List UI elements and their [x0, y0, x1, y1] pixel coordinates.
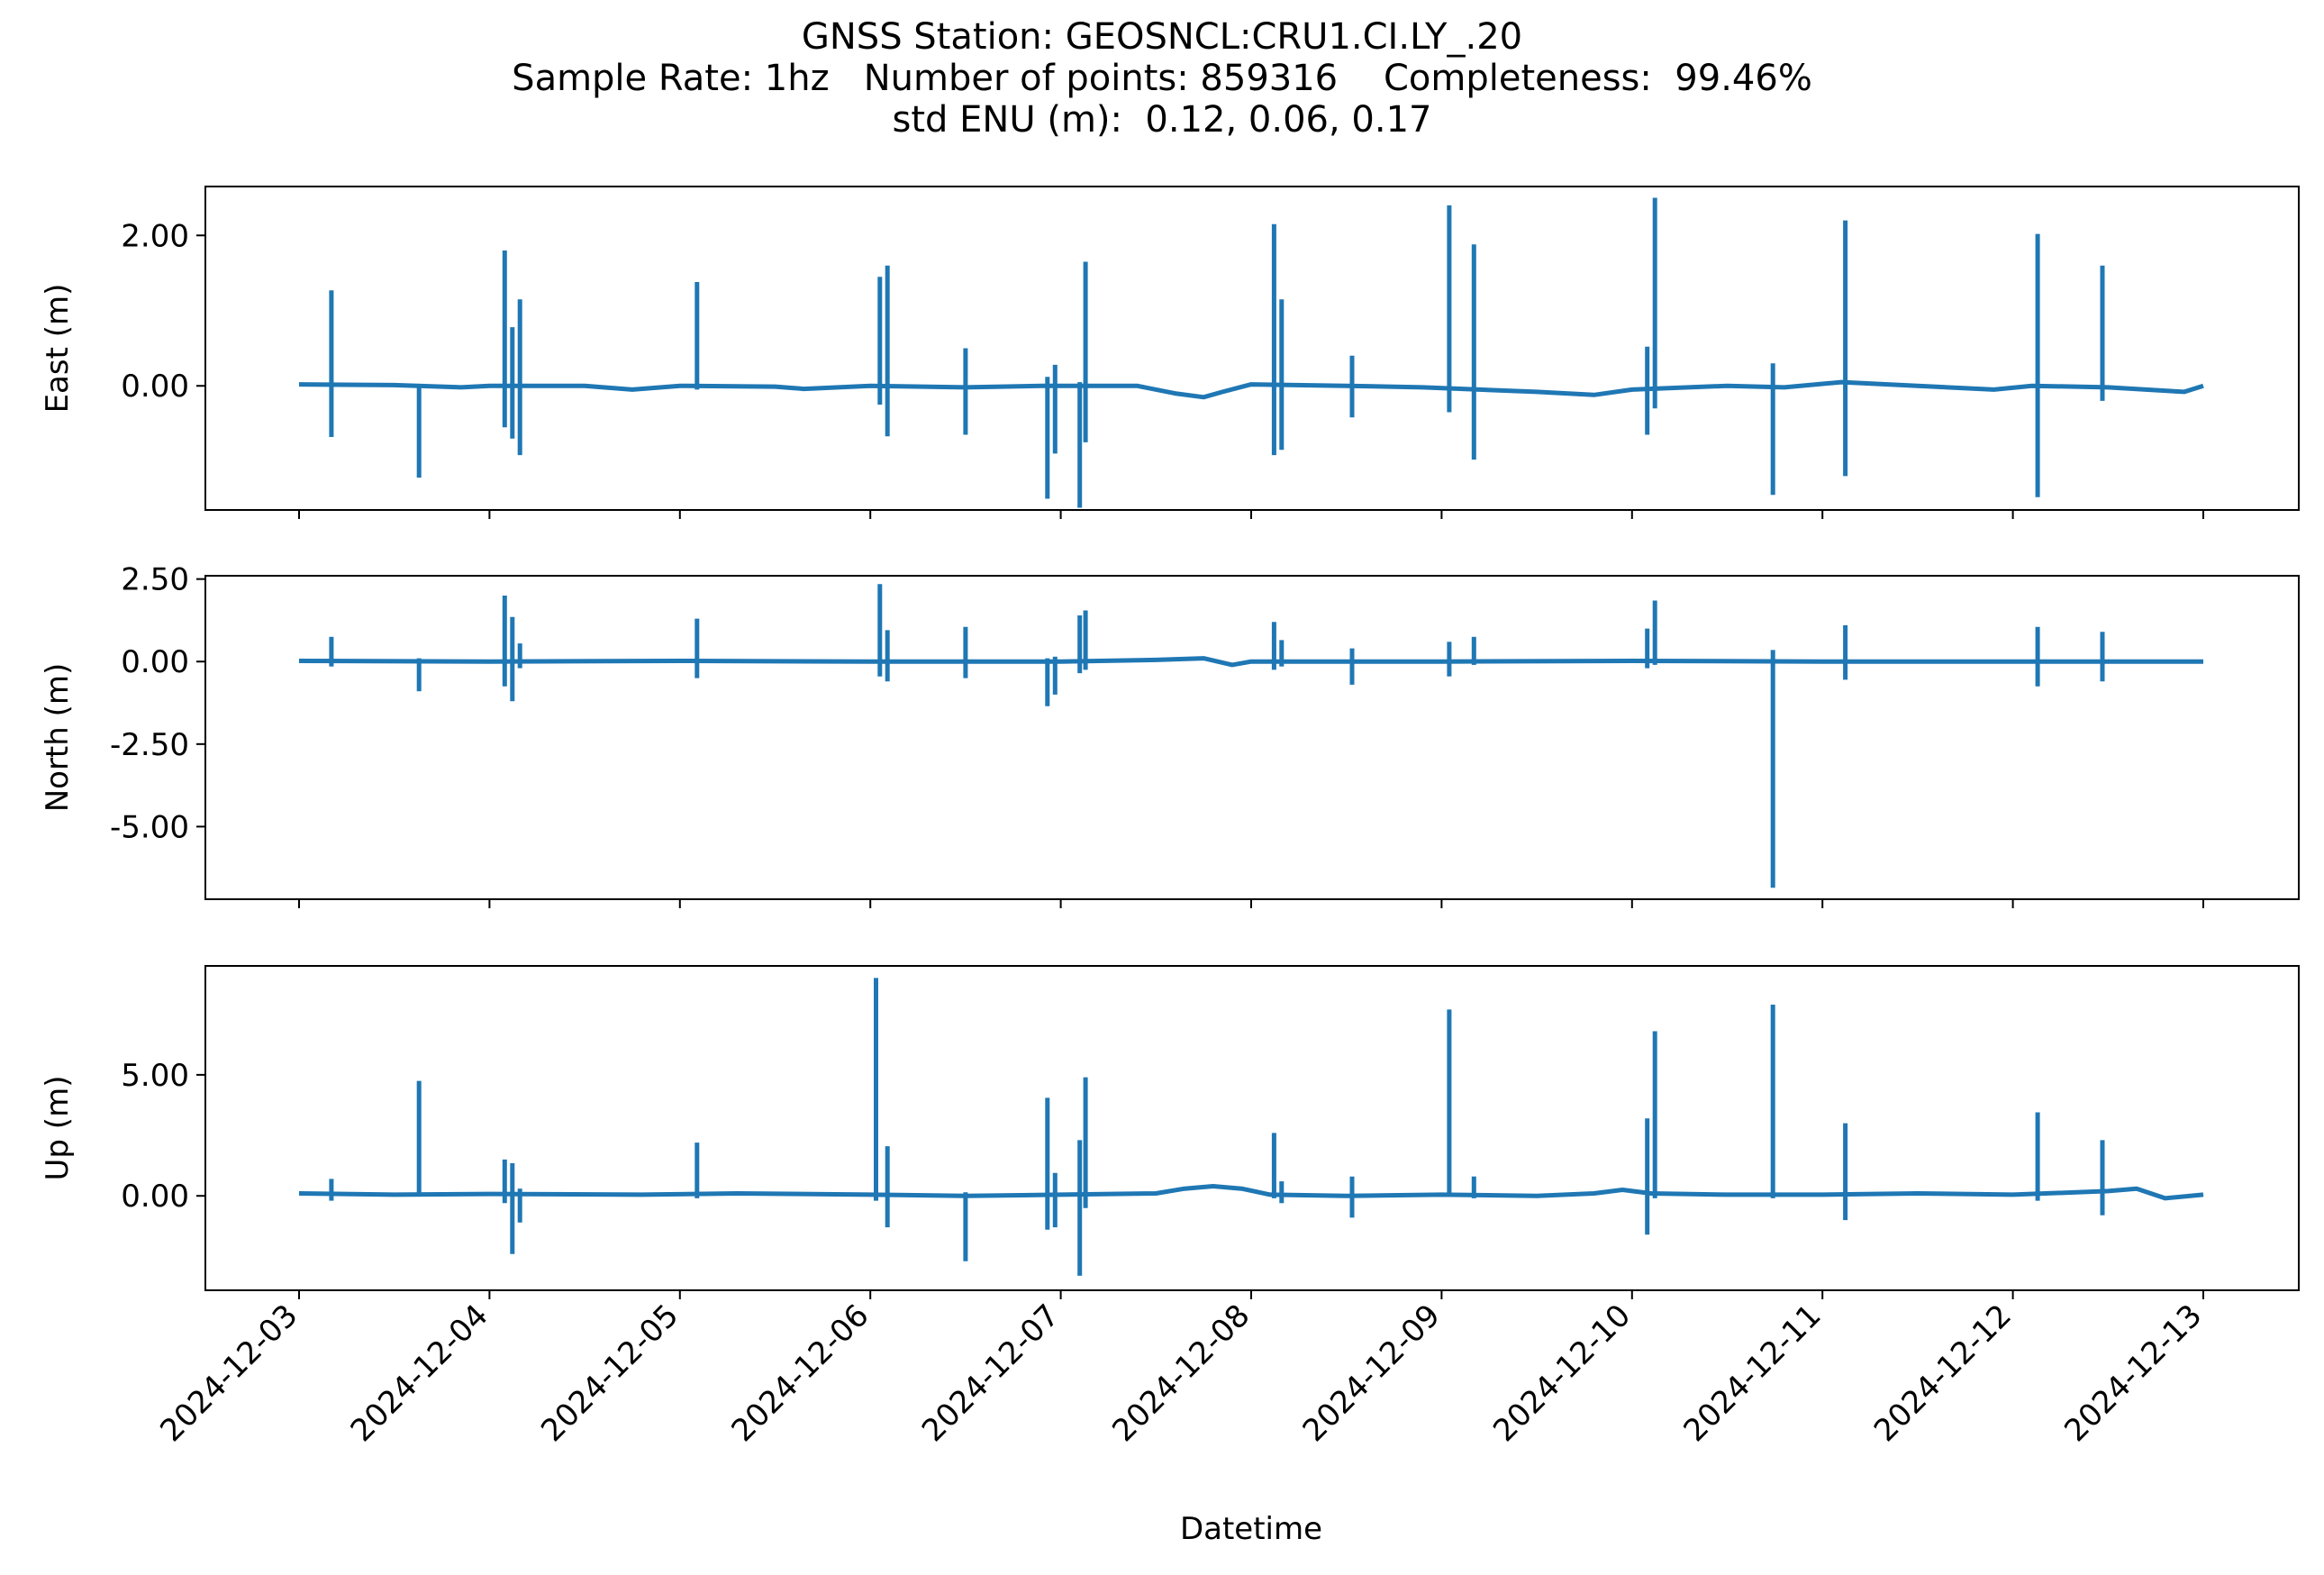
x-axis-label: Datetime	[1180, 1511, 1322, 1547]
x-tick-label: 2024-12-08	[1105, 1297, 1257, 1449]
y-tick-label: -2.50	[110, 727, 189, 763]
y-axis-label: East (m)	[40, 284, 76, 414]
y-axis-label: Up (m)	[40, 1076, 76, 1181]
axes-frame	[204, 965, 2300, 1291]
x-tick-label: 2024-12-12	[1867, 1297, 2019, 1449]
series-line-baseline	[298, 379, 2204, 400]
y-tick-label: 2.00	[121, 218, 189, 254]
chart-title-std: std ENU (m): 0.12, 0.06, 0.17	[892, 99, 1432, 141]
y-tick-label: 0.00	[121, 644, 189, 680]
x-tick-label: 2024-12-11	[1677, 1297, 1829, 1449]
chart-title-stats: Sample Rate: 1hz Number of points: 85931…	[512, 58, 1812, 99]
y-tick-label: 5.00	[121, 1058, 189, 1094]
x-tick-label: 2024-12-10	[1486, 1297, 1638, 1449]
panel-2: 5.00 0.00 Up (m) 2024-12-03 2024-12-04 2024-1…	[40, 965, 2300, 1449]
series-line-baseline	[298, 1184, 2204, 1201]
series-line-baseline	[298, 656, 2203, 668]
y-axis-label: North (m)	[40, 663, 76, 813]
axes-frame	[204, 575, 2300, 900]
x-tick-label: 2024-12-05	[534, 1297, 685, 1449]
y-tick-label: 2.50	[121, 562, 189, 598]
x-tick-label: 2024-12-13	[2057, 1297, 2209, 1449]
x-tick-label: 2024-12-07	[915, 1297, 1067, 1449]
y-tick-label: 0.00	[121, 1179, 189, 1215]
y-tick-label: -5.00	[110, 809, 189, 845]
x-tick-label: 2024-12-04	[344, 1297, 495, 1449]
panel-1: 2.50 0.00 -2.50 -5.00 North (m)	[40, 562, 2300, 908]
y-tick-label: 0.00	[121, 369, 189, 405]
x-tick-label: 2024-12-09	[1296, 1297, 1448, 1449]
x-tick-label: 2024-12-03	[153, 1297, 304, 1449]
chart-title-station: GNSS Station: GEOSNCL:CRU1.CI.LY_.20	[801, 16, 1523, 58]
panel-0: 0.00 2.00 East (m)	[40, 186, 2300, 519]
x-tick-label: 2024-12-06	[725, 1297, 876, 1449]
